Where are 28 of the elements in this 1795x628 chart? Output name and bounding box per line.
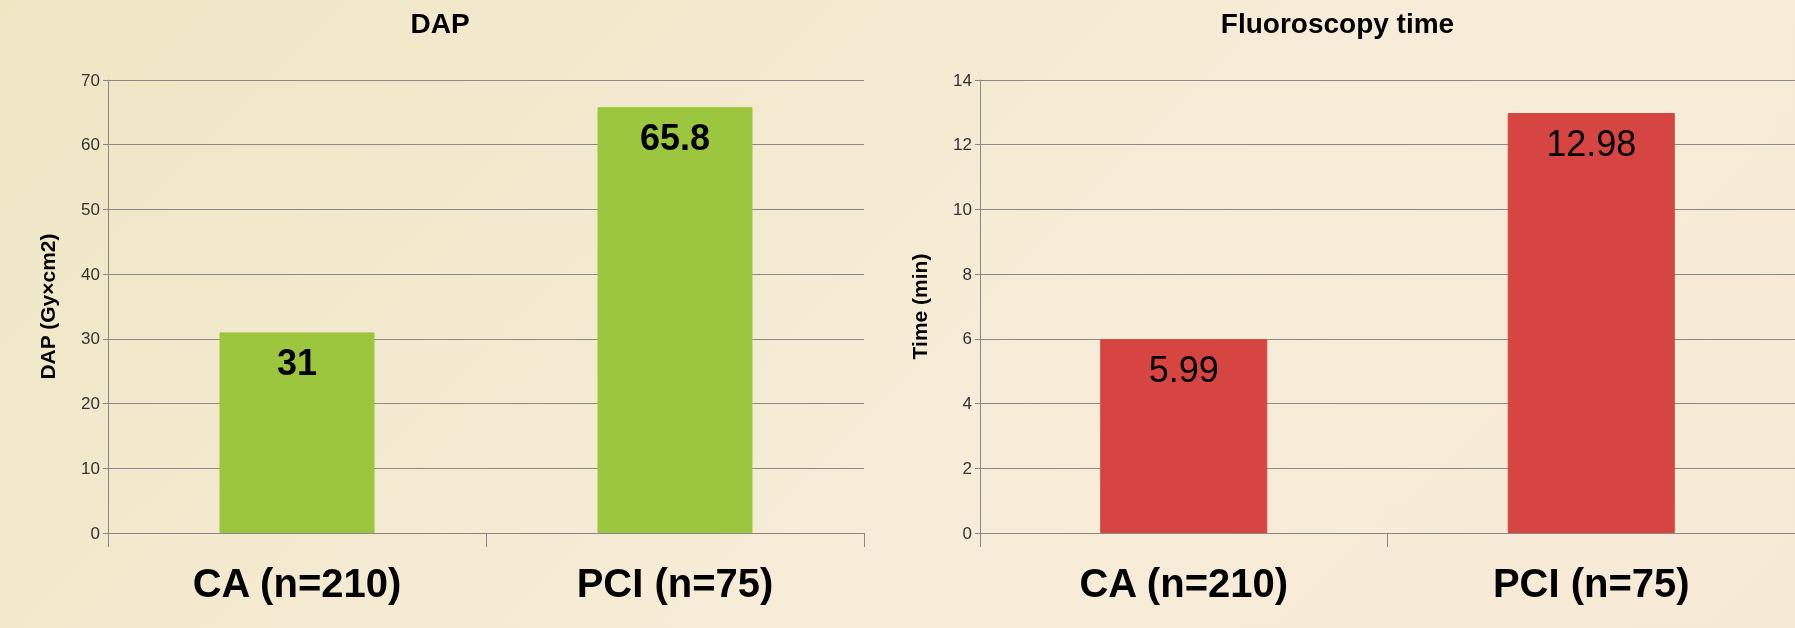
y-tick-label: 60 (81, 135, 100, 155)
x-tick-label: CA (n=210) (192, 561, 402, 605)
y-tick-label: 30 (81, 329, 100, 349)
y-tick-label: 0 (90, 523, 100, 543)
data-label: 5.99 (1148, 348, 1219, 390)
y-tick-label: 6 (962, 329, 972, 349)
y-tick-label: 0 (962, 523, 972, 543)
data-label: 65.8 (639, 116, 711, 158)
x-tick-label: PCI (n=75) (1492, 561, 1690, 605)
y-tick-label: 8 (962, 264, 972, 284)
chart-title: DAP (410, 7, 470, 39)
data-label: 12.98 (1546, 122, 1637, 164)
x-tick-label: CA (n=210) (1079, 561, 1289, 605)
x-tick-label: PCI (n=75) (576, 561, 774, 605)
chart-title: Fluoroscopy time (1220, 7, 1455, 39)
y-tick-label: 20 (81, 394, 100, 414)
y-tick-label: 4 (962, 394, 972, 414)
y-tick-label: 50 (81, 199, 100, 219)
y-axis-title: Time (min) (908, 253, 931, 360)
y-tick-label: 10 (953, 199, 972, 219)
y-tick-label: 70 (81, 70, 100, 90)
y-tick-label: 12 (953, 135, 972, 155)
y-tick-label: 10 (81, 458, 100, 478)
y-tick-label: 2 (962, 458, 972, 478)
y-tick-label: 40 (81, 264, 100, 284)
y-tick-label: 14 (953, 70, 972, 90)
data-label: 31 (276, 341, 318, 383)
y-axis-title: DAP (Gy×cm2) (36, 233, 59, 380)
